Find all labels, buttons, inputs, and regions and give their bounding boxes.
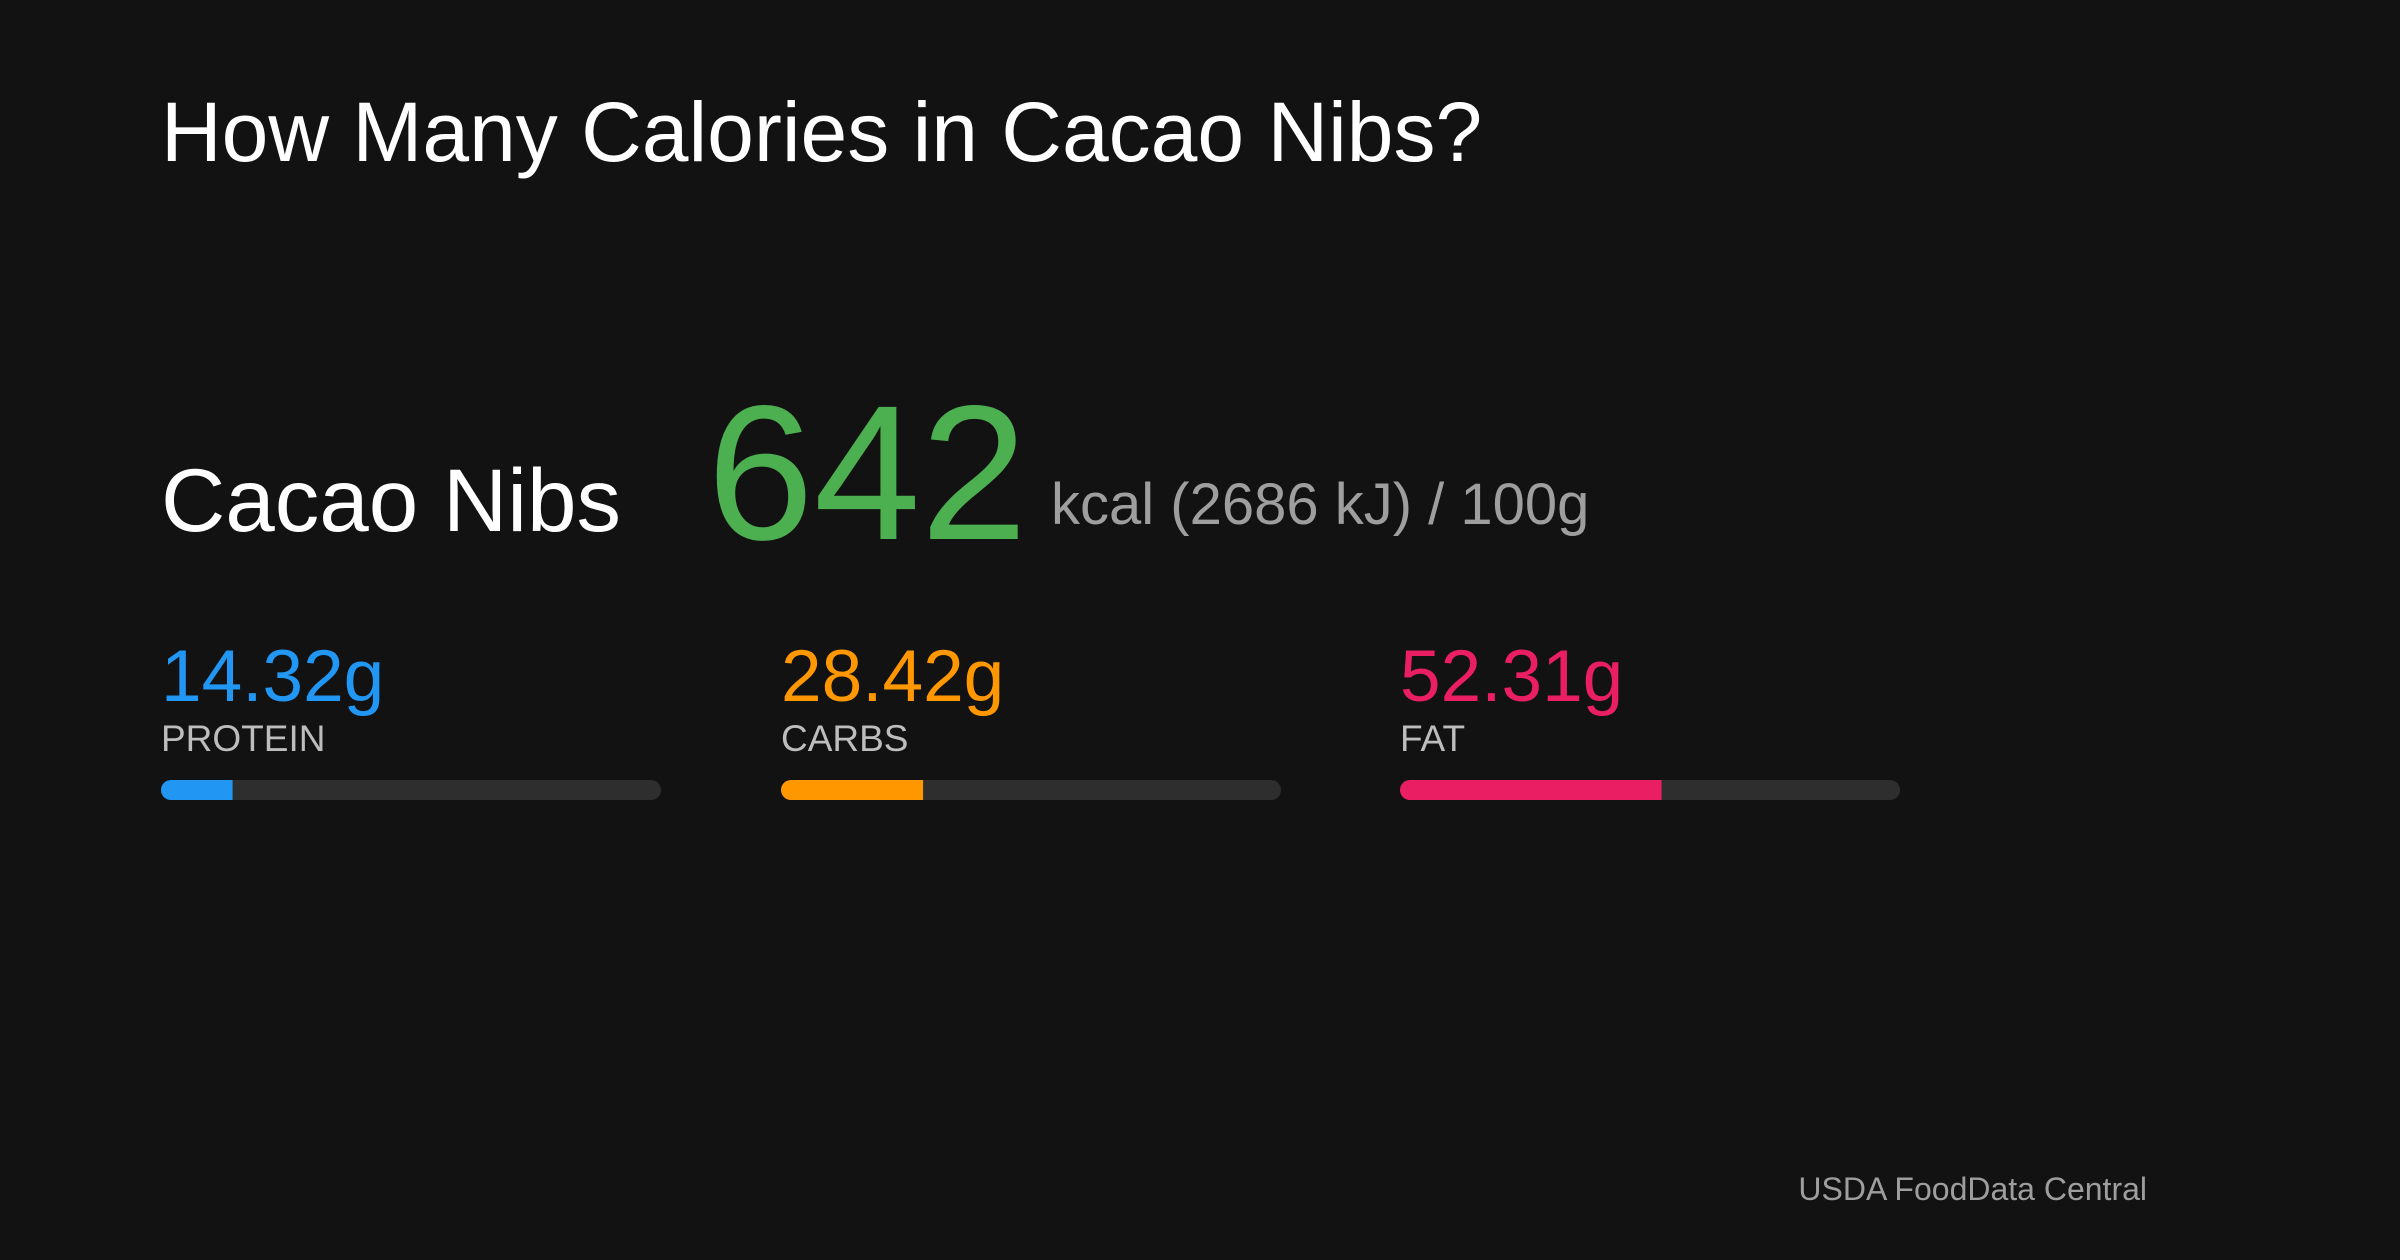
macro-bar (1400, 780, 1662, 800)
macro-bar (161, 780, 233, 800)
calories: 642 (707, 365, 1027, 580)
macro-value: 14.32g (161, 636, 384, 717)
macro-name: FAT (1400, 718, 1465, 759)
macro-name: PROTEIN (161, 718, 325, 759)
title: How Many Calories in Cacao Nibs? (161, 85, 1482, 179)
source: USDA FoodData Central (1798, 1171, 2147, 1207)
macro-value: 28.42g (781, 636, 1004, 717)
macro-bar (781, 780, 924, 800)
calories-unit: kcal (2686 kJ) / 100g (1051, 472, 1589, 537)
macro-name: CARBS (781, 718, 908, 759)
macro-track (161, 780, 661, 800)
food-name: Cacao Nibs (161, 450, 621, 550)
macro-value: 52.31g (1400, 636, 1623, 717)
